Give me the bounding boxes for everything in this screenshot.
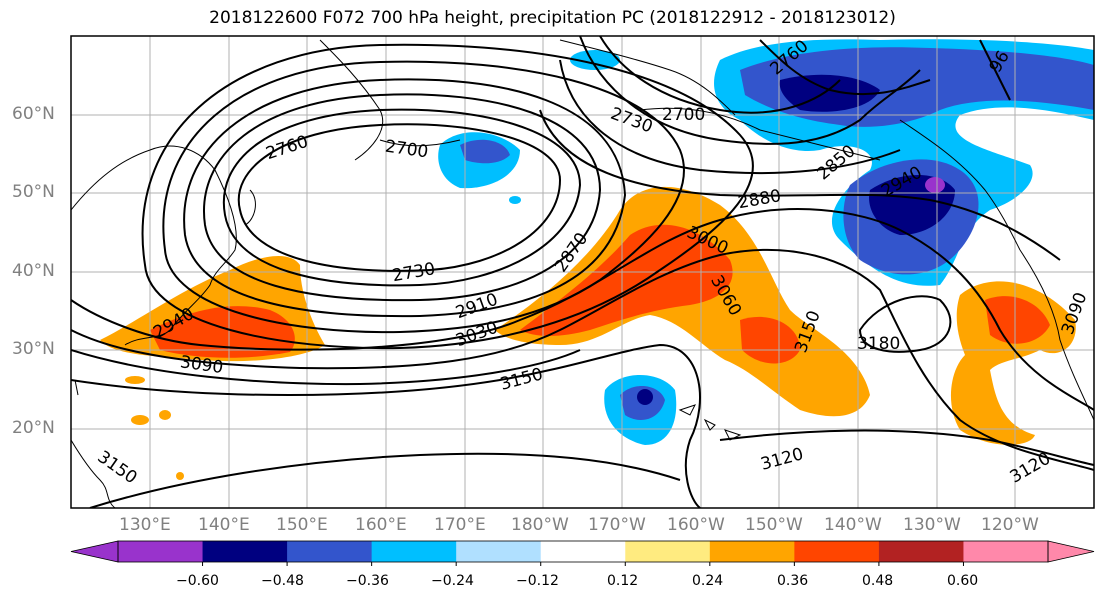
colorbar-segment	[878, 541, 964, 562]
height-contour	[579, 36, 921, 145]
height-contour	[203, 93, 602, 302]
contour-label: 2700	[384, 137, 430, 163]
height-contour	[162, 60, 685, 334]
lon-label: 130°E	[119, 515, 171, 535]
colorbar-tick-label: 0.48	[862, 573, 894, 589]
colorbar-tick-label: 0.36	[777, 573, 809, 589]
colorbar-tick-label: 0.12	[607, 573, 639, 589]
colorbar-tick-label: −0.48	[261, 573, 304, 589]
precip-negative-region	[509, 196, 521, 204]
colorbar-segment	[625, 541, 711, 562]
height-contour	[89, 452, 681, 508]
precip-strong-positive-region	[520, 224, 733, 336]
contour-label: 3150	[498, 364, 545, 395]
precip-positive-region	[176, 472, 184, 480]
colorbar-segment	[540, 541, 626, 562]
precip-positive-region	[125, 376, 145, 384]
colorbar-segment	[287, 541, 373, 562]
precip-strong-positive-region	[740, 316, 800, 364]
lat-label-60n: 60°N	[12, 104, 55, 124]
colorbar-tick-label: −0.36	[346, 573, 389, 589]
contour-label: 2730	[391, 259, 437, 286]
colorbar-segment	[709, 541, 795, 562]
colorbar-tick-label: 0.60	[947, 573, 979, 589]
contour-label: 3180	[857, 334, 900, 354]
precip-positive-region	[131, 415, 149, 425]
colorbar-segment	[118, 541, 204, 562]
height-contour	[719, 429, 1094, 466]
lon-label: 170°E	[434, 515, 486, 535]
precipitation-shading	[100, 39, 1094, 480]
lon-label: 140°E	[198, 515, 250, 535]
height-contour	[71, 343, 701, 508]
precip-mid-negative-region	[460, 139, 510, 164]
colorbar-segment	[456, 541, 542, 562]
height-contour	[237, 123, 562, 272]
height-contour	[539, 109, 1061, 261]
height-contour	[559, 59, 901, 175]
map-title: 2018122600 F072 700 hPa height, precipit…	[209, 8, 896, 28]
contour-label: 3120	[759, 444, 806, 475]
colorbar-tick-label: 0.24	[692, 573, 724, 589]
height-contours	[71, 36, 1094, 508]
lat-label-30n: 30°N	[12, 339, 55, 359]
precip-strong-negative-region	[637, 389, 653, 405]
lon-label: 130°W	[903, 515, 961, 535]
precip-strongest-negative-region	[925, 177, 945, 193]
gridlines	[71, 36, 1094, 508]
contour-label: 3150	[94, 447, 141, 488]
colorbar-segment	[371, 541, 457, 562]
precip-positive-region	[159, 410, 171, 420]
map-frame	[70, 35, 1095, 509]
colorbar-tick-label: −0.24	[431, 573, 474, 589]
colorbar-segment	[202, 541, 288, 562]
contour-label: 2700	[662, 105, 705, 125]
colorbar	[70, 540, 1095, 566]
lon-label: 120°W	[981, 515, 1039, 535]
height-contour	[858, 295, 952, 353]
lon-label: 150°E	[276, 515, 328, 535]
lat-label-40n: 40°N	[12, 261, 55, 281]
precip-negative-region	[570, 50, 620, 70]
contour-label: 3120	[1007, 449, 1054, 488]
lon-label: 170°W	[588, 515, 646, 535]
lat-label-20n: 20°N	[12, 418, 55, 438]
colorbar-extend-right	[1047, 540, 1095, 563]
colorbar-tick-label: −0.60	[176, 573, 219, 589]
height-contour	[71, 208, 1094, 411]
height-contour	[71, 349, 581, 386]
lat-label-50n: 50°N	[12, 182, 55, 202]
height-contour	[759, 39, 931, 96]
colorbar-extend-left	[70, 540, 119, 563]
lon-label: 150°W	[745, 515, 803, 535]
height-contour	[183, 78, 627, 318]
colorbar-segment	[963, 541, 1049, 562]
colorbar-frame	[117, 540, 1049, 563]
lon-label: 180°W	[511, 515, 569, 535]
height-contour	[979, 39, 1011, 101]
lon-label: 160°W	[667, 515, 725, 535]
height-contour	[599, 36, 841, 114]
colorbar-segment	[794, 541, 880, 562]
height-contour	[71, 248, 1094, 471]
colorbar-tick-label: −0.12	[516, 573, 559, 589]
height-contour	[222, 108, 582, 287]
lon-label: 140°W	[824, 515, 882, 535]
lon-label: 160°E	[355, 515, 407, 535]
